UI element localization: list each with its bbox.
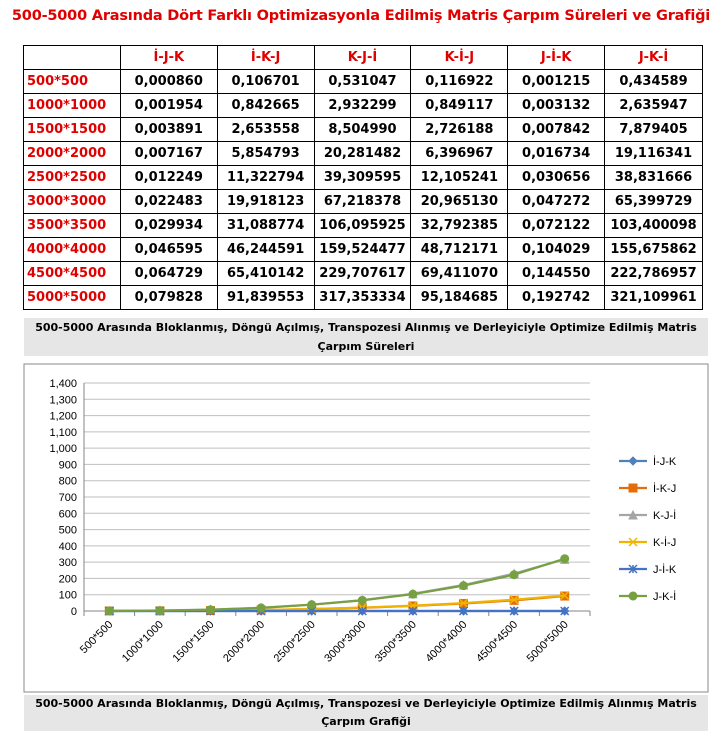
legend-label: J-K-İ: [653, 590, 676, 603]
data-point: [561, 555, 569, 563]
data-point: [629, 484, 637, 492]
chart-frame: [24, 364, 708, 692]
legend-label: İ-J-K: [653, 455, 677, 468]
legend-label: İ-K-J: [653, 482, 676, 495]
y-tick-label: 600: [59, 508, 77, 520]
y-tick-label: 400: [59, 541, 77, 553]
y-tick-label: 500: [59, 525, 77, 537]
y-tick-label: 1,400: [49, 378, 77, 390]
data-point: [156, 607, 164, 615]
y-tick-label: 900: [59, 459, 77, 471]
y-tick-label: 1,000: [49, 443, 77, 455]
data-point: [358, 596, 366, 604]
data-point: [207, 606, 215, 614]
data-point: [409, 590, 417, 598]
legend-label: K-İ-J: [653, 536, 676, 549]
y-tick-label: 1,200: [49, 411, 77, 423]
y-tick-label: 300: [59, 557, 77, 569]
data-point: [105, 607, 113, 615]
y-tick-label: 700: [59, 492, 77, 504]
data-point: [460, 582, 468, 590]
y-tick-label: 200: [59, 573, 77, 585]
legend-label: J-İ-K: [653, 563, 677, 576]
y-tick-label: 0: [71, 606, 77, 618]
data-point: [257, 604, 265, 612]
y-tick-label: 1,300: [49, 394, 77, 406]
legend-label: K-J-İ: [653, 509, 676, 522]
data-point: [629, 592, 637, 600]
y-tick-label: 1,100: [49, 427, 77, 439]
data-point: [510, 571, 518, 579]
data-point: [308, 601, 316, 609]
y-tick-label: 100: [59, 590, 77, 602]
chart-caption: 500-5000 Arasında Bloklanmış, Döngü Açıl…: [24, 695, 708, 731]
y-tick-label: 800: [59, 476, 77, 488]
